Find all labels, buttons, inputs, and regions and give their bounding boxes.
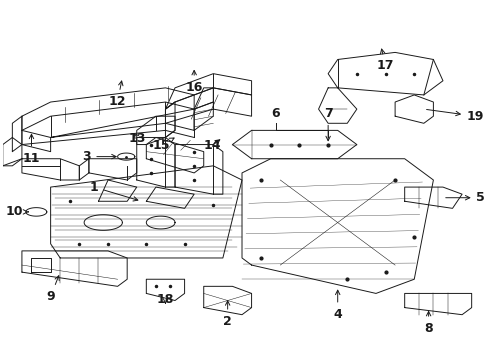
Text: 3: 3 bbox=[83, 150, 116, 163]
Text: 11: 11 bbox=[23, 134, 40, 165]
Text: 14: 14 bbox=[204, 139, 221, 152]
Text: 9: 9 bbox=[47, 276, 59, 303]
Text: 5: 5 bbox=[446, 191, 485, 204]
Text: 7: 7 bbox=[324, 107, 333, 141]
Text: 17: 17 bbox=[377, 49, 394, 72]
Text: 4: 4 bbox=[333, 290, 342, 321]
Text: 16: 16 bbox=[186, 71, 203, 94]
Text: 15: 15 bbox=[153, 138, 174, 152]
Text: 6: 6 bbox=[271, 107, 280, 120]
Text: 19: 19 bbox=[427, 109, 484, 123]
Text: 12: 12 bbox=[109, 81, 126, 108]
Text: 2: 2 bbox=[223, 301, 232, 328]
Text: 10: 10 bbox=[5, 206, 28, 219]
Text: 8: 8 bbox=[424, 311, 433, 335]
Text: 13: 13 bbox=[129, 131, 147, 145]
Text: 18: 18 bbox=[157, 293, 174, 306]
Text: 1: 1 bbox=[90, 181, 138, 201]
